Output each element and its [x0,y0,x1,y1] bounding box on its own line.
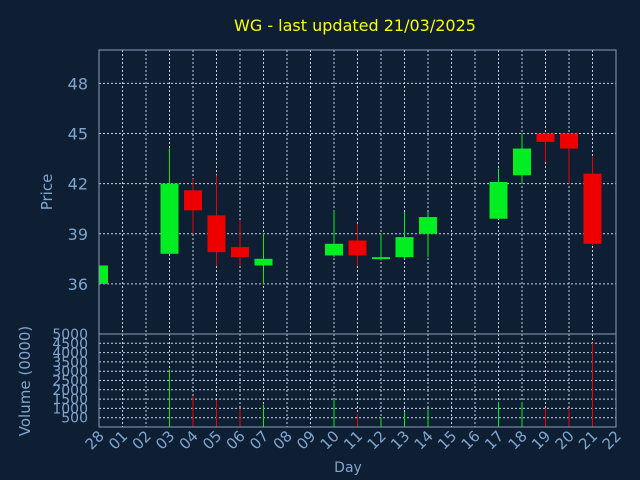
price-tick-label: 39 [68,225,88,244]
candle-body [254,258,273,266]
x-tick-label: 15 [434,427,460,453]
volume-tick-label: 3500 [52,355,88,371]
x-tick-label: 14 [411,427,437,453]
candle-body [395,237,414,258]
x-tick-label: 22 [599,427,625,453]
x-tick-label: 16 [458,427,484,453]
volume-tick-label: 4000 [52,346,88,362]
candle-body [325,243,343,256]
candle-body [536,133,555,142]
price-tick-label: 48 [68,74,88,93]
price-tick-label: 36 [68,275,88,294]
x-tick-label: 01 [105,427,131,453]
volume-tick-label: 3000 [52,364,88,380]
volume-axis-label: Volume (0000) [16,326,34,436]
x-tick-label: 08 [270,427,296,453]
x-tick-label: 11 [340,427,366,453]
x-tick-label: 20 [552,427,578,453]
x-tick-label: 03 [152,427,178,453]
x-tick-label: 04 [176,427,202,453]
x-tick-label: 09 [293,427,319,453]
volume-tick-label: 4500 [52,336,88,352]
x-tick-label: 19 [528,427,554,453]
volume-frame [98,333,617,428]
candle-body [372,257,390,260]
chart-title: WG - last updated 21/03/2025 [234,16,476,35]
candle-body [489,181,508,219]
candle-body [160,183,179,254]
x-tick-label: 18 [505,427,531,453]
volume-tick-label: 1500 [52,392,88,408]
x-tick-label: 10 [317,427,343,453]
x-tick-label: 12 [364,427,390,453]
x-tick-label: 13 [387,427,413,453]
x-tick-label: 17 [481,427,507,453]
price-tick-label: 42 [68,175,88,194]
candle-body [583,173,602,244]
candle-body [513,148,531,176]
x-axis-label: Day [334,460,362,476]
volume-tick-label: 5000 [52,327,88,343]
candle-body [99,265,108,284]
x-tick-label: 28 [82,427,108,453]
x-tick-label: 02 [129,427,155,453]
volume-tick-label: 2500 [52,374,88,390]
x-tick-label: 07 [246,427,272,453]
price-tick-label: 45 [68,125,88,144]
candle-body [560,133,578,149]
x-tick-label: 21 [575,427,601,453]
volume-tick-label: 2000 [52,383,88,399]
price-axis-label: Price [38,174,56,211]
x-tick-label: 06 [223,427,249,453]
volume-tick-label: 500 [61,411,88,427]
candle-body [419,217,437,234]
volume-tick-label: 1000 [52,401,88,417]
candle-body [184,190,202,211]
candle-body [348,240,367,256]
candle-body [231,247,249,258]
candle-body [207,215,226,253]
x-tick-label: 05 [199,427,225,453]
price-panel: 36 39 42 45 48 [68,49,617,335]
